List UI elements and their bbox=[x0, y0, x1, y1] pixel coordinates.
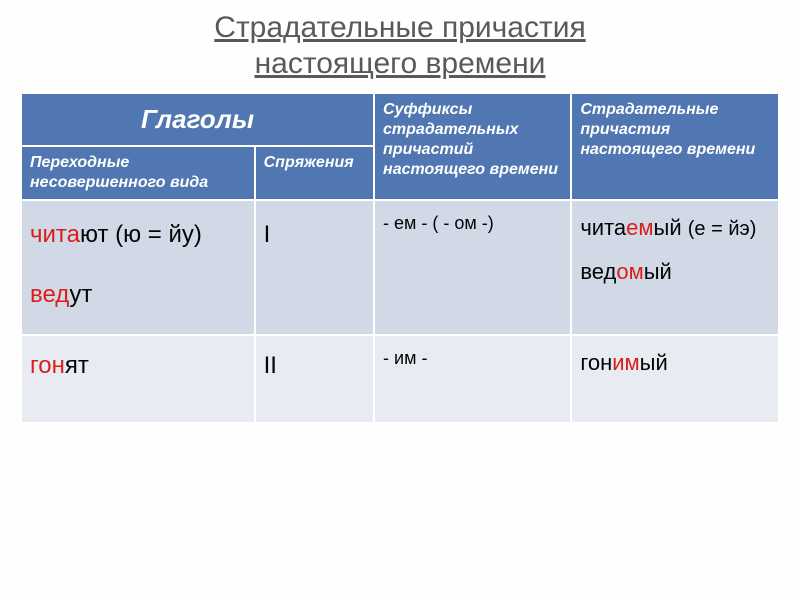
title-line-1: Страдательные причастия bbox=[214, 11, 585, 44]
participle-ending: ый bbox=[644, 259, 672, 284]
header-conjugation: Спряжения bbox=[255, 146, 374, 200]
verb-ending: ут bbox=[69, 281, 92, 308]
verb-stem: вед bbox=[30, 281, 69, 308]
participle-stem: вед bbox=[580, 259, 616, 284]
participle-suffix: им bbox=[612, 350, 639, 375]
header-verbs: Глаголы bbox=[21, 93, 374, 146]
header-transitive: Переходные несовершенного вида bbox=[21, 146, 255, 200]
cell-verb: гонят bbox=[21, 335, 255, 423]
participle-suffix: ом bbox=[616, 259, 643, 284]
verb-ending: ют (ю = йу) bbox=[80, 221, 202, 248]
verb-stem: чита bbox=[30, 221, 80, 248]
cell-participle: гонимый bbox=[571, 335, 779, 423]
table-row: читают (ю = йу) ведут I - ем - ( - ом -)… bbox=[21, 200, 779, 335]
cell-conjugation: I bbox=[255, 200, 374, 335]
cell-participle: читаемый (е = йэ) ведомый bbox=[571, 200, 779, 335]
participle-note: (е = йэ) bbox=[688, 218, 757, 240]
title-line-2: настоящего времени bbox=[255, 47, 546, 80]
cell-suffix: - ем - ( - ом -) bbox=[374, 200, 571, 335]
verb-ending: ят bbox=[65, 352, 89, 379]
header-participles: Страдательные причастия настоящего време… bbox=[571, 93, 779, 200]
header-suffixes: Суффиксы страдательных причастий настоящ… bbox=[374, 93, 571, 200]
table-row: гонят II - им - гонимый bbox=[21, 335, 779, 423]
page-title: Страдательные причастия настоящего време… bbox=[20, 10, 780, 82]
grammar-table: Глаголы Суффиксы страдательных причастий… bbox=[20, 92, 780, 424]
verb-stem: гон bbox=[30, 352, 65, 379]
participle-stem: чита bbox=[580, 215, 626, 240]
participle-ending: ый bbox=[654, 215, 682, 240]
cell-conjugation: II bbox=[255, 335, 374, 423]
cell-verb: читают (ю = йу) ведут bbox=[21, 200, 255, 335]
participle-ending: ый bbox=[640, 350, 668, 375]
participle-suffix: ем bbox=[626, 215, 653, 240]
cell-suffix: - им - bbox=[374, 335, 571, 423]
participle-stem: гон bbox=[580, 350, 612, 375]
